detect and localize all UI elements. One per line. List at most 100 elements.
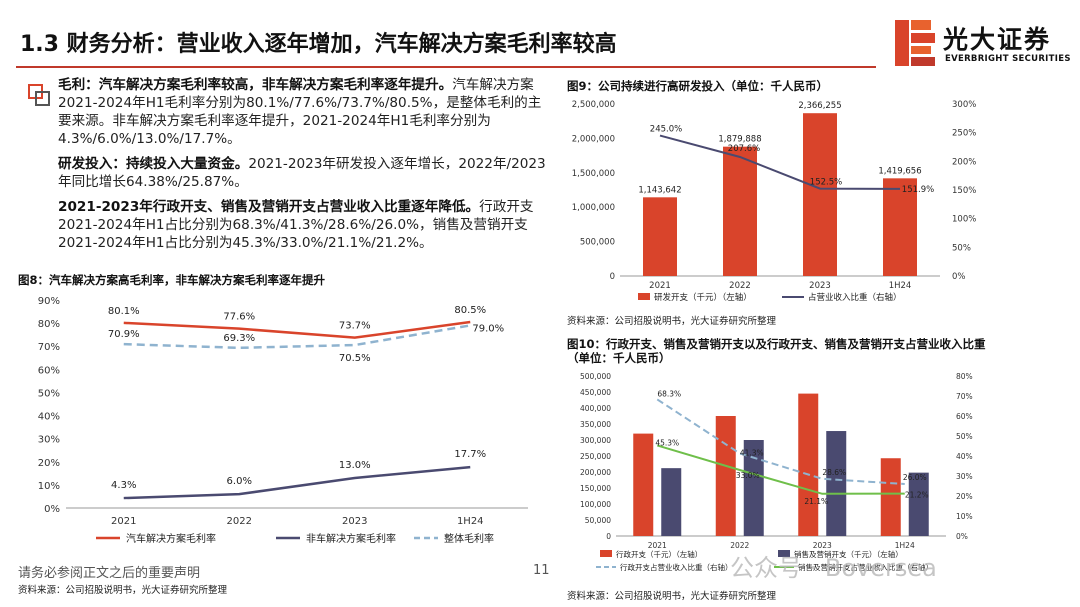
data-label: 70.9%	[108, 329, 140, 340]
y2-tick-label: 0%	[952, 272, 966, 282]
bar-value-label: 1,419,656	[878, 166, 921, 176]
y-tick-label: 70%	[38, 342, 60, 353]
data-label: 70.5%	[339, 353, 371, 364]
x-tick-label: 2021	[648, 541, 667, 550]
line-value-label: 28.6%	[822, 468, 846, 477]
bar	[715, 416, 736, 536]
series-line-1	[123, 320, 471, 339]
fig9-chart: 0 500,000 1,000,000 1,500,000 2,000,000 2,500…	[572, 100, 977, 303]
y-tick-label: 40%	[38, 412, 60, 423]
logo-text-en: EVERBRIGHT SECURITIES	[945, 54, 1071, 64]
data-label: 79.0%	[472, 323, 504, 334]
bar-value-label: 2,366,255	[798, 101, 841, 111]
bar	[661, 468, 682, 536]
data-label: 69.3%	[223, 333, 255, 344]
watermark: 公众号 · Boversea	[730, 554, 937, 582]
y2-tick-label: 0%	[956, 532, 968, 541]
bar	[908, 472, 929, 536]
x-tick-label: 2023	[809, 281, 831, 291]
y-tick-label: 1,500,000	[572, 169, 615, 179]
legend-swatch	[778, 550, 790, 557]
fig10-title-unit: （单位：千人民币）	[567, 351, 671, 365]
y-tick-label: 100,000	[580, 500, 611, 509]
y2-tick-label: 40%	[956, 452, 973, 461]
y2-tick-label: 60%	[956, 412, 973, 421]
y-tick-label: 250,000	[580, 452, 611, 461]
y2-tick-label: 250%	[952, 129, 976, 139]
y2-tick-label: 300%	[952, 100, 976, 110]
paragraph-heading: 2021-2023年行政开支、销售及营销开支占营业收入比重逐年降低。	[58, 199, 480, 215]
x-tick-label: 2021	[649, 281, 671, 291]
legend-swatch	[638, 293, 650, 300]
paragraph-body: 行政开支2021-2024年H1占比分别为68.3%/41.3%/28.6%/2…	[58, 199, 534, 251]
line-value-label: 21.2%	[905, 491, 929, 500]
line-value-label: 21.1%	[804, 497, 828, 506]
x-tick-label: 1H24	[895, 541, 915, 550]
data-label: 6.0%	[227, 476, 252, 487]
line-value-label: 152.5%	[810, 178, 842, 188]
bar	[826, 431, 847, 536]
bar	[883, 178, 917, 276]
line-value-label: 33.0%	[736, 471, 760, 480]
y-tick-label: 400,000	[580, 404, 611, 413]
ratio-line-1	[656, 398, 905, 485]
y-tick-label: 2,000,000	[572, 134, 615, 144]
fig8-title: 图8：汽车解决方案高毛利率，非车解决方案毛利率逐年提升	[18, 273, 325, 287]
fig10-title: 图10：行政开支、销售及营销开支以及行政开支、销售及营销开支占营业收入比重	[567, 337, 986, 351]
paragraph-gross-margin: 毛利：汽车解决方案毛利率较高，非车解决方案毛利率逐年提升。汽车解决方案2021-…	[58, 76, 550, 148]
fig9-source: 资料来源：公司招股说明书，光大证券研究所整理	[567, 316, 777, 327]
line-value-label: 245.0%	[650, 125, 682, 135]
y-tick-label: 50,000	[585, 516, 611, 525]
y-tick-label: 2,500,000	[572, 100, 615, 110]
fig8-chart: 0% 10% 20% 30% 40% 50% 60% 70% 80% 90% 2021 2022 202…	[38, 296, 528, 545]
bar	[743, 440, 764, 536]
y2-tick-label: 80%	[956, 372, 973, 381]
y-tick-label: 10%	[38, 481, 60, 492]
paragraph-heading: 毛利：汽车解决方案毛利率较高，非车解决方案毛利率逐年提升。	[58, 77, 453, 93]
fig8-source: 资料来源：公司招股说明书，光大证券研究所整理	[18, 585, 228, 596]
legend-label: 销售及营销开支（千元）（左轴）	[794, 549, 903, 559]
paragraph-heading: 研发投入：持续投入大量资金。	[58, 156, 249, 172]
line-value-label: 26.0%	[903, 473, 927, 482]
brand-logo: 光大证券 EVERBRIGHT SECURITIES	[893, 18, 1073, 70]
y2-tick-label: 150%	[952, 186, 976, 196]
y-tick-label: 500,000	[580, 238, 615, 248]
line-value-label: 68.3%	[657, 389, 681, 398]
x-tick-label: 2022	[729, 281, 751, 291]
y-tick-label: 20%	[38, 458, 60, 469]
ratio-line-2	[656, 444, 905, 495]
paragraph-body: 汽车解决方案2021-2024年H1毛利率分别为80.1%/77.6%/73.7…	[58, 77, 542, 147]
bar	[880, 458, 901, 536]
data-label: 73.7%	[339, 321, 371, 332]
data-label: 77.6%	[223, 312, 255, 323]
line-value-label: 45.3%	[655, 438, 679, 447]
data-label: 80.1%	[108, 306, 140, 317]
disclaimer: 请务必参阅正文之后的重要声明	[18, 566, 201, 581]
y2-tick-label: 50%	[952, 243, 971, 253]
y2-tick-label: 100%	[952, 215, 976, 225]
paragraph-rd: 研发投入：持续投入大量资金。2021-2023年研发投入逐年增长，2022年/2…	[58, 155, 550, 191]
y-tick-label: 30%	[38, 435, 60, 446]
page-number: 11	[533, 563, 550, 578]
everbright-logo-icon	[895, 20, 935, 66]
legend-label: 销售及营销开支占营业收入比重（右轴）	[798, 562, 933, 572]
line-value-label: 151.9%	[902, 185, 934, 195]
data-label: 13.0%	[339, 460, 371, 471]
x-tick-label: 2021	[111, 516, 136, 527]
fig10-chart: 0 50,000 100,000 150,000 200,000 250,000 300,0…	[580, 372, 973, 572]
bar-value-label: 1,143,642	[638, 185, 681, 195]
y-tick-label: 50%	[38, 388, 60, 399]
bar	[633, 433, 654, 536]
y-tick-label: 200,000	[580, 468, 611, 477]
paragraph-body: 2021-2023年研发投入逐年增长，2022年/2023年同比增长64.38%…	[58, 156, 546, 190]
line-value-label: 207.6%	[728, 144, 760, 154]
legend-label: 行政开支（千元）（左轴）	[616, 549, 702, 559]
x-tick-label: 2023	[813, 541, 832, 550]
x-tick-label: 1H24	[889, 281, 912, 291]
legend-label: 汽车解决方案毛利率	[126, 532, 216, 545]
fig10-source: 资料来源：公司招股说明书，光大证券研究所整理	[567, 591, 777, 602]
y-tick-label: 300,000	[580, 436, 611, 445]
y-tick-label: 0%	[44, 504, 60, 515]
y-tick-label: 80%	[38, 319, 60, 330]
y-tick-label: 350,000	[580, 420, 611, 429]
